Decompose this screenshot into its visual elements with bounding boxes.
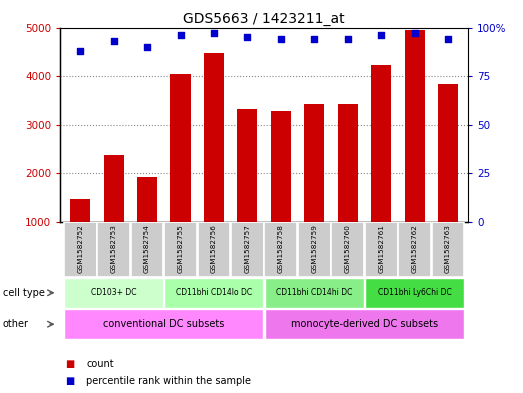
Bar <box>271 111 291 271</box>
Text: GSM1582756: GSM1582756 <box>211 224 217 273</box>
Bar <box>365 222 397 277</box>
Text: CD103+ DC: CD103+ DC <box>91 288 137 297</box>
Bar <box>332 222 364 277</box>
Point <box>210 30 218 37</box>
Text: GSM1582753: GSM1582753 <box>111 224 117 273</box>
Bar <box>237 109 257 271</box>
Bar <box>64 222 97 277</box>
Text: CD11bhi CD14hi DC: CD11bhi CD14hi DC <box>276 288 353 297</box>
Text: other: other <box>3 319 29 329</box>
Point <box>377 32 385 39</box>
Point <box>76 48 84 54</box>
Bar <box>371 65 391 271</box>
Text: count: count <box>86 358 114 369</box>
Text: GSM1582763: GSM1582763 <box>445 224 451 273</box>
Point <box>411 30 419 37</box>
Text: GSM1582760: GSM1582760 <box>345 224 351 273</box>
Point <box>310 36 319 42</box>
Bar <box>164 222 197 277</box>
Bar <box>431 222 464 277</box>
Text: ■: ■ <box>65 376 75 386</box>
Bar <box>137 177 157 271</box>
Bar <box>365 278 464 308</box>
Text: GSM1582759: GSM1582759 <box>311 224 317 273</box>
Point <box>344 36 352 42</box>
Point <box>176 32 185 39</box>
Bar <box>198 222 230 277</box>
Text: GSM1582758: GSM1582758 <box>278 224 284 273</box>
Text: monocyte-derived DC subsets: monocyte-derived DC subsets <box>291 319 438 329</box>
Point <box>143 44 151 50</box>
Bar <box>104 155 123 271</box>
Bar <box>64 278 163 308</box>
Point <box>277 36 285 42</box>
Text: cell type: cell type <box>3 288 44 298</box>
Bar <box>304 104 324 271</box>
Bar <box>164 278 264 308</box>
Text: GSM1582754: GSM1582754 <box>144 224 150 273</box>
Bar <box>204 53 224 271</box>
Text: ■: ■ <box>65 358 75 369</box>
Bar <box>338 105 358 271</box>
Text: GSM1582755: GSM1582755 <box>177 224 184 273</box>
Text: CD11bhi Ly6Chi DC: CD11bhi Ly6Chi DC <box>378 288 451 297</box>
Bar <box>398 222 431 277</box>
Point <box>109 38 118 44</box>
Text: GSM1582761: GSM1582761 <box>378 224 384 273</box>
Bar <box>70 199 90 271</box>
Title: GDS5663 / 1423211_at: GDS5663 / 1423211_at <box>183 13 345 26</box>
Bar <box>405 30 425 271</box>
Text: CD11bhi CD14lo DC: CD11bhi CD14lo DC <box>176 288 252 297</box>
Point <box>444 36 452 42</box>
Bar <box>298 222 331 277</box>
Bar <box>265 222 297 277</box>
Bar <box>265 309 464 339</box>
Text: GSM1582757: GSM1582757 <box>244 224 251 273</box>
Bar <box>64 309 264 339</box>
Point <box>243 34 252 40</box>
Text: percentile rank within the sample: percentile rank within the sample <box>86 376 251 386</box>
Bar <box>170 74 190 271</box>
Bar <box>438 84 458 271</box>
Bar <box>265 278 364 308</box>
Bar <box>97 222 130 277</box>
Bar <box>131 222 164 277</box>
Bar <box>231 222 264 277</box>
Text: GSM1582762: GSM1582762 <box>412 224 417 273</box>
Text: conventional DC subsets: conventional DC subsets <box>103 319 224 329</box>
Text: GSM1582752: GSM1582752 <box>77 224 83 273</box>
